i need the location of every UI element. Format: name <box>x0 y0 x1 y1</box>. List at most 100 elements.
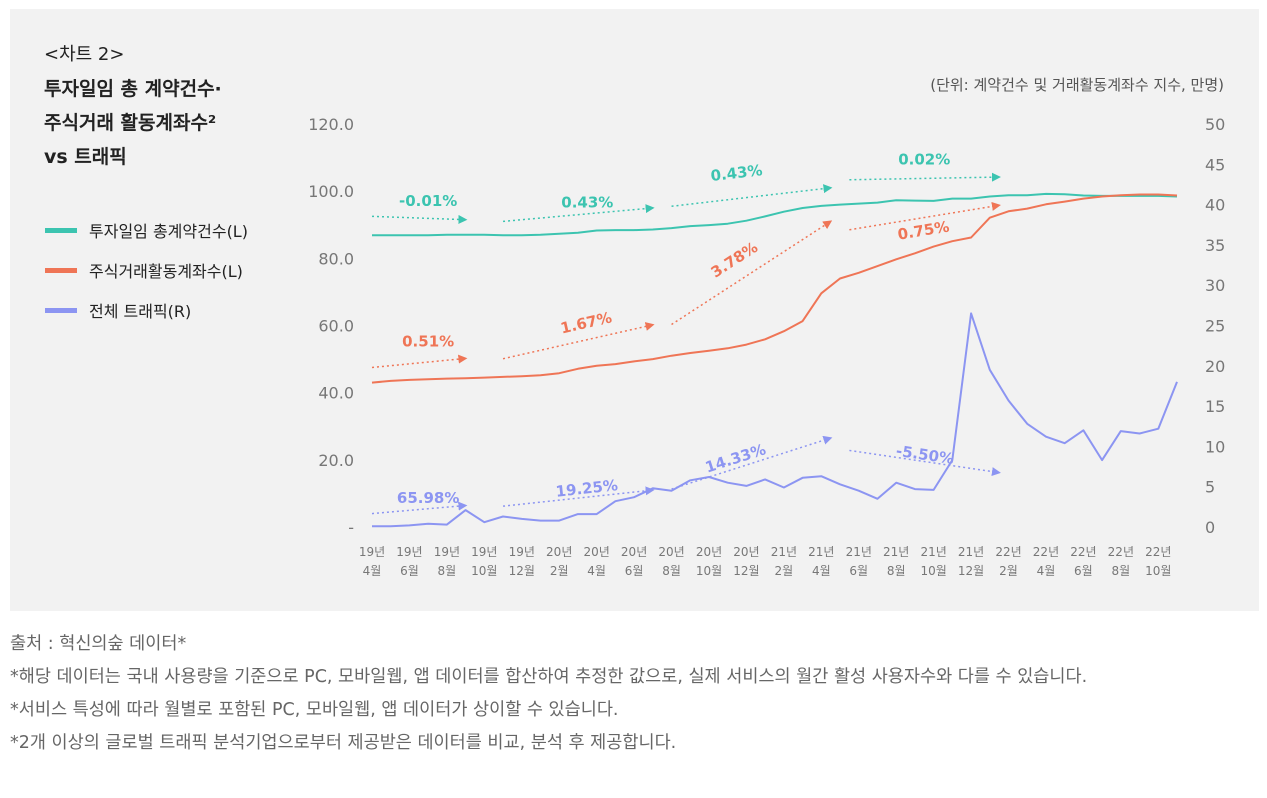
x-tick-label-month: 12월 <box>958 564 984 578</box>
line-chart: - 20.0 40.0 60.0 80.0 100.0 120.0 0 5 10 15 20 25 30 3… <box>308 115 1225 578</box>
trend-arrow <box>849 172 1001 182</box>
x-tick-label-month: 4월 <box>1037 564 1056 578</box>
legend-item-traffic: 전체 트래픽(R) <box>45 290 248 330</box>
x-tick-label-year: 20년 <box>546 545 572 559</box>
x-tick-label-month: 10월 <box>471 564 497 578</box>
legend-swatch-accounts <box>45 267 77 273</box>
x-tick-label-month: 10월 <box>920 564 946 578</box>
x-tick-label-year: 20년 <box>658 545 684 559</box>
x-tick-label-month: 6월 <box>1074 564 1093 578</box>
x-tick-label-year: 21년 <box>846 545 872 559</box>
trend-arrow <box>371 501 468 515</box>
y-right-tick-label: 20 <box>1205 357 1225 376</box>
growth-rate-label: -5.50% <box>895 442 955 468</box>
unit-label: (단위: 계약건수 및 거래활동계좌수 지수, 만명) <box>930 76 1224 94</box>
y-left-tick-label: 100.0 <box>308 182 354 201</box>
x-tick-label-month: 4월 <box>587 564 606 578</box>
footnote-3: *2개 이상의 글로벌 트래픽 분석기업으로부터 제공받은 데이터를 비교, 분… <box>10 733 677 753</box>
x-tick-label-month: 2월 <box>999 564 1018 578</box>
series-line-contracts <box>372 192 1178 237</box>
y-left-tick-label: 120.0 <box>308 115 354 134</box>
x-tick-label-month: 8월 <box>662 564 681 578</box>
y-left-tick-label: 80.0 <box>318 249 354 268</box>
legend-item-accounts: 주식거래활동계좌수(L) <box>45 250 248 290</box>
chart-panel <box>10 9 1259 611</box>
x-tick-label-year: 22년 <box>1070 545 1096 559</box>
chart-title-line-1: 투자일임 총 계약건수· <box>44 78 222 100</box>
growth-rate-label: 14.33% <box>703 440 768 476</box>
y-left-tick-label: 60.0 <box>318 317 354 336</box>
trend-arrow <box>502 322 655 360</box>
chart-number-label: <차트 2> <box>44 44 125 65</box>
growth-rate-label: 3.78% <box>708 238 761 281</box>
series-line-accounts <box>371 193 1178 384</box>
x-tick-label-month: 2월 <box>775 564 794 578</box>
legend-label-accounts: 주식거래활동계좌수(L) <box>89 262 243 281</box>
y-right-tick-label: 5 <box>1205 478 1215 497</box>
y-left-tick-label: 40.0 <box>318 384 354 403</box>
x-tick-label-month: 12월 <box>733 564 759 578</box>
x-tick-label-year: 20년 <box>696 545 722 559</box>
x-tick-label-year: 19년 <box>359 545 385 559</box>
trend-arrow <box>671 184 833 208</box>
y-right-tick-label: 25 <box>1205 317 1225 336</box>
x-tick-label-month: 10월 <box>1145 564 1171 578</box>
legend-swatch-contracts <box>45 227 77 233</box>
x-tick-label-month: 4월 <box>363 564 382 578</box>
y-right-tick-label: 50 <box>1205 115 1225 134</box>
y-right-tick-label: 15 <box>1205 397 1225 416</box>
x-tick-label-year: 21년 <box>808 545 834 559</box>
x-tick-label-month: 12월 <box>509 564 535 578</box>
x-tick-label-year: 20년 <box>583 545 609 559</box>
x-tick-label-year: 19년 <box>434 545 460 559</box>
growth-rate-label: 65.98% <box>397 489 459 507</box>
growth-rate-label: -0.01% <box>399 192 457 210</box>
y-right-tick-label: 45 <box>1205 155 1225 174</box>
x-tick-label-year: 22년 <box>1033 545 1059 559</box>
y-right-tick-label: 0 <box>1205 518 1215 537</box>
legend-swatch-traffic <box>45 307 77 313</box>
trend-arrow <box>849 201 1001 231</box>
x-tick-label-month: 8월 <box>438 564 457 578</box>
trend-arrow <box>371 354 468 369</box>
y-left-tick-label: 20.0 <box>318 451 354 470</box>
y-right-tick-label: 40 <box>1205 196 1225 215</box>
footnote-1: *해당 데이터는 국내 사용량을 기준으로 PC, 모바일웹, 앱 데이터를 합… <box>10 667 1088 687</box>
y-right-tick-label: 35 <box>1205 236 1225 255</box>
x-tick-label-year: 19년 <box>509 545 535 559</box>
x-tick-label-year: 19년 <box>396 545 422 559</box>
x-tick-label-year: 22년 <box>995 545 1021 559</box>
x-tick-label-year: 21년 <box>920 545 946 559</box>
x-tick-label-month: 8월 <box>1111 564 1130 578</box>
series-line-traffic <box>372 312 1178 528</box>
y-right-tick-label: 30 <box>1205 276 1225 295</box>
y-left-tick-label: - <box>348 518 354 537</box>
chart-title-line-2: 주식거래 활동계좌수² <box>44 112 217 134</box>
legend: 투자일임 총계약건수(L) 주식거래활동계좌수(L) 전체 트래픽(R) <box>45 210 248 330</box>
growth-rate-label: 0.02% <box>898 151 950 169</box>
x-tick-label-year: 19년 <box>471 545 497 559</box>
x-tick-label-year: 20년 <box>621 545 647 559</box>
growth-rate-label: 19.25% <box>555 476 619 501</box>
growth-rate-label: 0.51% <box>402 333 454 351</box>
x-tick-label-month: 8월 <box>887 564 906 578</box>
x-tick-label-year: 21년 <box>958 545 984 559</box>
legend-label-traffic: 전체 트래픽(R) <box>89 302 192 321</box>
chart-title-line-3: vs 트래픽 <box>44 146 127 168</box>
x-tick-label-month: 6월 <box>849 564 868 578</box>
x-tick-label-month: 6월 <box>400 564 419 578</box>
trend-arrow <box>502 486 655 507</box>
x-tick-label-year: 22년 <box>1145 545 1171 559</box>
growth-rate-label: 1.67% <box>559 308 614 337</box>
growth-rate-label: 0.43% <box>710 161 764 185</box>
x-tick-label-year: 21년 <box>771 545 797 559</box>
footnotes: 출처 : 혁신의숲 데이터* *해당 데이터는 국내 사용량을 기준으로 PC,… <box>10 628 1255 760</box>
x-tick-label-month: 10월 <box>696 564 722 578</box>
x-tick-label-month: 4월 <box>812 564 831 578</box>
trend-arrow <box>849 449 1001 476</box>
growth-rate-label: 0.43% <box>561 193 613 211</box>
source-note: 출처 : 혁신의숲 데이터* <box>10 634 187 654</box>
legend-item-contracts: 투자일임 총계약건수(L) <box>45 210 248 250</box>
trend-arrow <box>671 220 833 326</box>
y-right-tick-label: 10 <box>1205 437 1225 456</box>
